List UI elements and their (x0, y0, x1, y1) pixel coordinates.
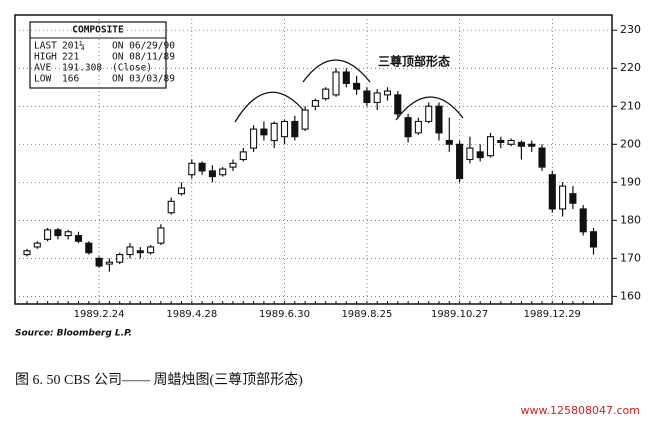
candle-body (559, 185, 567, 210)
candle-body (322, 88, 330, 100)
candle-body (414, 120, 422, 134)
candle-body (157, 227, 165, 244)
y-tick-label: 180 (620, 213, 641, 226)
candle-body (188, 162, 196, 176)
candle-body (363, 90, 371, 104)
candle-body (95, 257, 103, 267)
candle-body (23, 250, 31, 256)
info-value: 191.308 (62, 63, 102, 74)
candle-body (353, 82, 361, 90)
candle-body (250, 128, 258, 149)
info-box: COMPOSITE LAST 201¼ ON 06/29/90 HIGH 221 ON 0… (29, 21, 175, 89)
candle-body (486, 136, 495, 157)
candle-body (167, 200, 175, 214)
candle-body (373, 92, 381, 104)
y-tick-label: 190 (620, 175, 641, 188)
candle-body (456, 143, 464, 180)
pattern-arc (302, 59, 371, 83)
caption: 图 6. 50 CBS 公司—— 周蜡烛图(三尊顶部形态) (15, 371, 303, 388)
info-note: (Close) (112, 63, 152, 74)
x-tick-label: 1989.4.28 (166, 309, 217, 320)
candle-body (466, 147, 474, 161)
watermark: www.125808047.com (521, 404, 640, 417)
info-label: LAST (34, 41, 57, 52)
info-note: ON 03/03/89 (112, 74, 175, 85)
pattern-arc (234, 91, 306, 123)
candle-body (548, 174, 556, 210)
candle-body (270, 122, 278, 142)
y-tick-label: 170 (620, 251, 641, 264)
candle-body (394, 94, 402, 115)
candle-body (54, 229, 62, 237)
candle-body (569, 193, 577, 204)
info-value: 221 (62, 52, 79, 63)
candle-body (383, 90, 392, 96)
candle-body (105, 261, 113, 265)
candle-body (435, 105, 443, 134)
candle-body (198, 162, 206, 172)
info-note: ON 06/29/90 (112, 41, 175, 52)
candle-body (229, 162, 237, 168)
info-value: 166 (62, 74, 79, 85)
candle-body (74, 235, 83, 242)
candle-body (177, 187, 186, 195)
candle-body (301, 109, 309, 130)
candle-body (528, 143, 536, 147)
info-note: ON 08/11/89 (112, 52, 175, 63)
candle-body (239, 151, 247, 161)
candle-body (311, 100, 319, 107)
info-label: LOW (34, 74, 51, 85)
candle-body (332, 71, 340, 96)
source: Source: Bloomberg L.P. (15, 329, 132, 339)
candle-body (497, 139, 505, 143)
x-tick-label: 1989.2.24 (74, 309, 125, 320)
x-tick-label: 1989.8.25 (341, 309, 392, 320)
info-box-frame (29, 21, 167, 89)
candle-body (208, 170, 216, 178)
candle-body (44, 229, 52, 240)
candle-body (342, 71, 350, 84)
y-tick-label: 200 (620, 137, 641, 150)
pattern-arc (395, 96, 464, 121)
candle-body (219, 168, 227, 176)
candle-body (85, 242, 93, 254)
y-tick-label: 220 (620, 61, 641, 74)
candle-body (445, 139, 453, 145)
candle-body (579, 208, 587, 233)
candle-body (136, 250, 144, 254)
info-box-title: COMPOSITE (72, 25, 124, 36)
annotation: 三尊顶部形态 (378, 54, 450, 69)
candle-body (280, 120, 289, 138)
y-tick-label: 160 (620, 289, 641, 302)
candle-body (517, 141, 525, 147)
candle-body (538, 147, 546, 168)
candle-body (126, 246, 134, 256)
candle-body (425, 105, 433, 123)
y-tick-label: 210 (620, 99, 641, 112)
candle-body (404, 117, 412, 138)
candle-body (291, 120, 299, 138)
info-label: HIGH (34, 52, 57, 63)
candle-body (507, 139, 515, 145)
plot-frame (14, 14, 613, 305)
y-tick-label: 230 (620, 23, 641, 36)
candle-body (116, 254, 124, 263)
info-label: AVE (34, 63, 51, 74)
x-tick-label: 1989.10.27 (431, 309, 488, 320)
candle-body (147, 246, 155, 254)
candle-body (476, 151, 484, 159)
info-value: 201¼ (62, 41, 85, 52)
candle-body (260, 128, 268, 136)
x-tick-label: 1989.6.30 (259, 309, 310, 320)
candle-body (64, 231, 72, 237)
candle-body (33, 242, 41, 248)
candle-body (589, 231, 598, 248)
x-tick-label: 1989.12.29 (524, 309, 581, 320)
